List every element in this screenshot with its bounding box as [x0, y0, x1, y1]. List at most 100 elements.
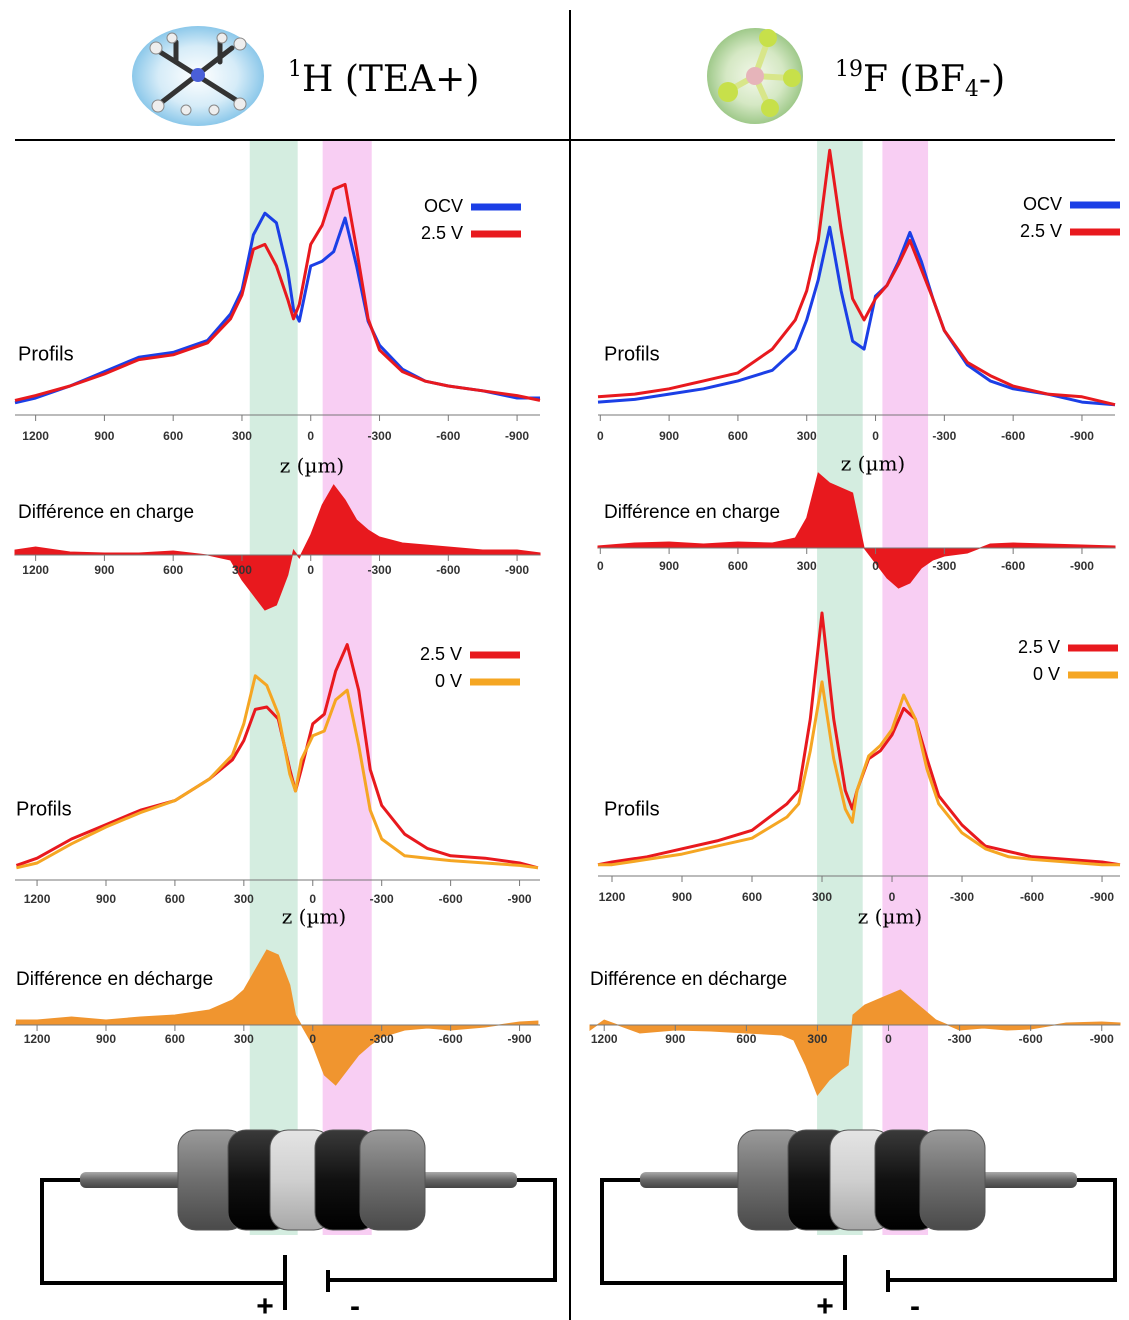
x-tick-label: 300 [807, 1032, 827, 1046]
x-tick-label: 600 [163, 429, 183, 443]
x-tick-label: 600 [728, 559, 748, 573]
panel-title: Différence en charge [18, 502, 194, 523]
x-tick-label: -900 [505, 563, 529, 577]
data-line [16, 674, 539, 870]
x-axis-title: z (µm) [841, 452, 905, 476]
x-tick-label: 1200 [599, 890, 626, 904]
x-tick-label: 1200 [591, 1032, 618, 1046]
x-tick-label: -300 [950, 890, 974, 904]
x-tick-label: 0 [307, 563, 314, 577]
electrode-disc [359, 1129, 426, 1231]
x-tick-label: 900 [659, 559, 679, 573]
x-tick-label: 0 [309, 1032, 316, 1046]
panel-label: Profils [16, 798, 72, 820]
x-tick-label: 300 [234, 1032, 254, 1046]
x-tick-label: 600 [165, 892, 185, 906]
legend-label: OCV [424, 196, 463, 216]
panel-title: Différence en charge [604, 502, 780, 523]
x-tick-label: 0 [309, 892, 316, 906]
x-axis-title: z (µm) [280, 454, 344, 478]
panel-label: Profils [604, 343, 660, 365]
minus-sign: - [350, 1290, 360, 1320]
x-tick-label: -300 [932, 559, 956, 573]
cell-diagram: + - [40, 1129, 557, 1320]
plus-sign: + [256, 1290, 274, 1320]
x-tick-label: -900 [1090, 890, 1114, 904]
legend-label: 2.5 V [1020, 221, 1062, 241]
x-tick-label: 0 [872, 559, 879, 573]
x-tick-label: 900 [96, 1032, 116, 1046]
x-tick-label: -300 [368, 429, 392, 443]
x-tick-label: 1200 [24, 892, 51, 906]
x-tick-label: -600 [439, 1032, 463, 1046]
x-tick-label: 1200 [22, 429, 49, 443]
legend-label: 2.5 V [421, 223, 463, 243]
highlight-band [882, 140, 929, 1235]
x-tick-label: 300 [234, 892, 254, 906]
x-tick-label: 900 [96, 892, 116, 906]
x-tick-label: 900 [672, 890, 692, 904]
legend-label: 2.5 V [1018, 637, 1060, 657]
x-tick-label: 600 [736, 1032, 756, 1046]
rod [975, 1172, 1077, 1188]
x-tick-label: 300 [797, 429, 817, 443]
x-tick-label: -600 [1020, 890, 1044, 904]
x-tick-label: 900 [665, 1032, 685, 1046]
header-text: F (BF [863, 59, 965, 100]
x-tick-label: 600 [165, 1032, 185, 1046]
x-tick-label: 0 [597, 559, 604, 573]
x-tick-label: 300 [812, 890, 832, 904]
x-tick-label: -600 [436, 563, 460, 577]
data-line [597, 225, 1116, 407]
header-text: H (TEA+) [302, 59, 479, 100]
electrode-disc [919, 1129, 986, 1231]
plus-sign: + [816, 1290, 834, 1320]
data-line [597, 148, 1116, 407]
x-tick-label: -300 [368, 563, 392, 577]
x-tick-label: 300 [232, 429, 252, 443]
panel-label: Profils [604, 798, 660, 820]
x-tick-label: 0 [889, 890, 896, 904]
panel-title: Différence en décharge [590, 969, 787, 990]
rod [640, 1172, 745, 1188]
x-tick-label: -600 [1019, 1032, 1043, 1046]
x-tick-label: -300 [932, 429, 956, 443]
difference-area [597, 472, 1116, 589]
panel-label: Profils [18, 343, 74, 365]
x-tick-label: 600 [728, 429, 748, 443]
x-axis-title: z (µm) [858, 905, 922, 929]
x-tick-label: 1200 [24, 1032, 51, 1046]
superscript: 19 [835, 57, 863, 82]
x-tick-label: -900 [1070, 429, 1094, 443]
x-tick-label: -300 [948, 1032, 972, 1046]
x-tick-label: 600 [163, 563, 183, 577]
x-tick-label: 0 [597, 429, 604, 443]
x-tick-label: 0 [872, 429, 879, 443]
header-title: 19F (BF4-) [835, 57, 1005, 102]
data-line [598, 680, 1120, 867]
rod [80, 1172, 185, 1188]
x-tick-label: -300 [370, 892, 394, 906]
x-tick-label: -600 [1001, 559, 1025, 573]
legend-label: 2.5 V [420, 644, 462, 664]
header-text: -) [979, 59, 1005, 100]
x-tick-label: -900 [508, 1032, 532, 1046]
difference-area [14, 484, 541, 611]
molecule-icon [132, 26, 264, 126]
x-tick-label: -900 [1070, 559, 1094, 573]
legend-label: OCV [1023, 194, 1062, 214]
x-tick-label: 1200 [22, 563, 49, 577]
circuit-wire [40, 1178, 285, 1285]
x-tick-label: 900 [94, 563, 114, 577]
x-tick-label: 300 [232, 563, 252, 577]
x-tick-label: -900 [505, 429, 529, 443]
minus-sign: - [910, 1290, 920, 1320]
x-tick-label: 900 [94, 429, 114, 443]
x-tick-label: -900 [508, 892, 532, 906]
subscript: 4 [965, 77, 979, 102]
x-tick-label: -600 [439, 892, 463, 906]
x-tick-label: -600 [1001, 429, 1025, 443]
x-tick-label: 0 [885, 1032, 892, 1046]
x-tick-label: 300 [797, 559, 817, 573]
